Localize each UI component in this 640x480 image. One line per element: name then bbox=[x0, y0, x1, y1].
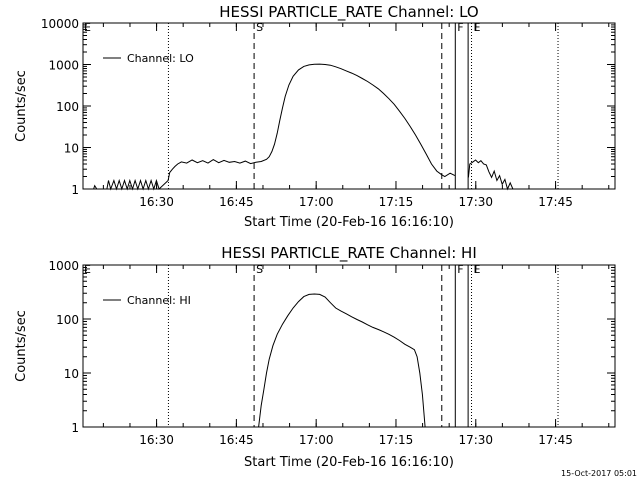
legend-label: Channel: HI bbox=[127, 294, 191, 307]
legend-label: Channel: LO bbox=[127, 52, 194, 65]
marker-label: S bbox=[256, 21, 263, 34]
plot-frame bbox=[82, 22, 616, 190]
chart-title: HESSI PARTICLE_RATE Channel: HI bbox=[221, 244, 477, 263]
y-tick-label: 10 bbox=[64, 142, 79, 156]
marker-label: E bbox=[474, 21, 481, 34]
marker-label: E bbox=[474, 263, 481, 276]
y-tick-label: 100 bbox=[56, 100, 79, 114]
chart-title: HESSI PARTICLE_RATE Channel: LO bbox=[219, 3, 478, 22]
y-tick-label: 1000 bbox=[48, 259, 79, 273]
chart-panel-1: HESSI PARTICLE_RATE Channel: LO 1 10 100 100… bbox=[14, 3, 616, 230]
x-tick-label: 16:30 bbox=[139, 433, 174, 447]
y-tick-label: 1 bbox=[71, 421, 79, 435]
y-tick-label: 1 bbox=[71, 183, 79, 197]
x-tick-label: 17:15 bbox=[379, 433, 414, 447]
series-line bbox=[93, 63, 456, 191]
plot-frame bbox=[82, 264, 616, 428]
timestamp-label: 15-Oct-2017 05:01 bbox=[561, 469, 637, 478]
x-tick-label: 17:00 bbox=[299, 195, 334, 209]
x-tick-label: 17:45 bbox=[538, 195, 573, 209]
series-line bbox=[258, 293, 426, 428]
y-axis-label: Counts/sec bbox=[14, 70, 29, 142]
marker-label: F bbox=[457, 263, 463, 276]
x-tick-label: 17:15 bbox=[379, 195, 414, 209]
marker-label: S bbox=[256, 263, 263, 276]
y-tick-label: 100 bbox=[56, 313, 79, 327]
series-line bbox=[467, 159, 514, 191]
y-tick-label: 10 bbox=[64, 367, 79, 381]
x-axis-label: Start Time (20-Feb-16 16:16:10) bbox=[244, 455, 454, 470]
x-tick-label: 17:30 bbox=[458, 433, 493, 447]
x-tick-label: 16:45 bbox=[219, 195, 254, 209]
marker-label: F bbox=[457, 21, 463, 34]
marker-label: E bbox=[84, 21, 91, 34]
y-tick-label: 1000 bbox=[48, 59, 79, 73]
marker-label: E bbox=[84, 263, 91, 276]
y-axis-label: Counts/sec bbox=[14, 310, 29, 382]
x-tick-label: 17:45 bbox=[538, 433, 573, 447]
x-tick-label: 16:30 bbox=[139, 195, 174, 209]
x-tick-label: 16:45 bbox=[219, 433, 254, 447]
x-axis-label: Start Time (20-Feb-16 16:16:10) bbox=[244, 215, 454, 230]
chart-panel-2: HESSI PARTICLE_RATE Channel: HI 1 10 100 100… bbox=[14, 244, 616, 470]
legend: Channel: HI bbox=[103, 294, 191, 307]
legend: Channel: LO bbox=[103, 52, 194, 65]
y-tick-label: 10000 bbox=[41, 17, 79, 31]
x-tick-label: 17:00 bbox=[299, 433, 334, 447]
x-tick-label: 17:30 bbox=[458, 195, 493, 209]
